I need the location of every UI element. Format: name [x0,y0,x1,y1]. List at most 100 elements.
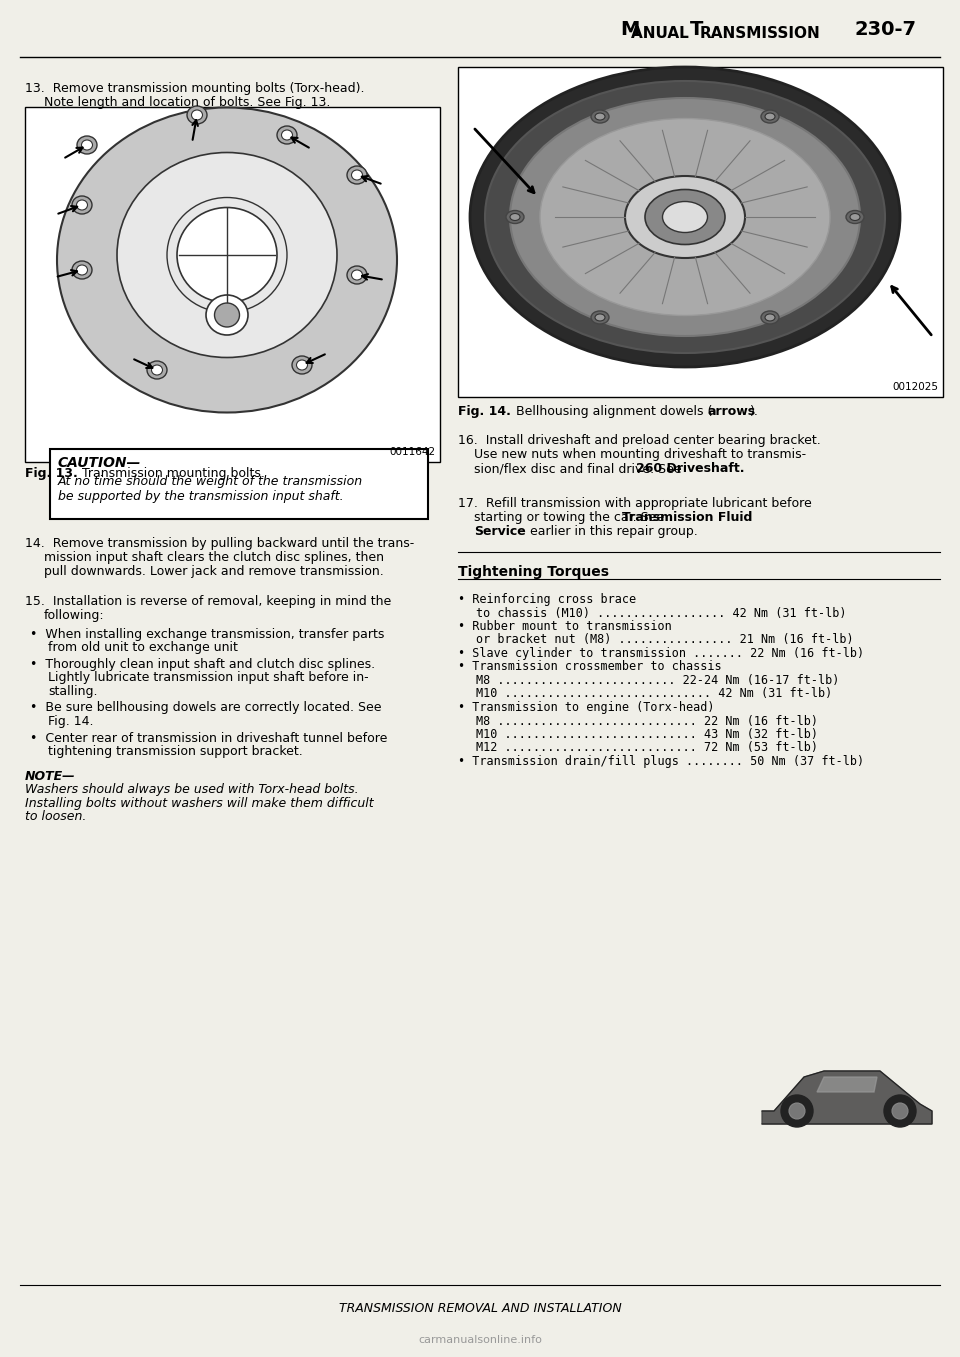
Ellipse shape [206,294,248,335]
Text: • Transmission crossmember to chassis: • Transmission crossmember to chassis [458,661,722,673]
Text: • Slave cylinder to transmission ....... 22 Nm (16 ft-lb): • Slave cylinder to transmission .......… [458,647,864,660]
Ellipse shape [72,261,92,280]
Ellipse shape [761,110,779,123]
Ellipse shape [850,213,860,220]
Ellipse shape [765,313,775,322]
Text: Service: Service [474,525,526,537]
Text: 0012025: 0012025 [892,383,938,392]
Text: Tightening Torques: Tightening Torques [458,565,609,579]
Text: Fig. 13.: Fig. 13. [25,467,78,480]
Ellipse shape [662,201,708,232]
Ellipse shape [77,136,97,153]
Text: to chassis (M10) .................. 42 Nm (31 ft-lb): to chassis (M10) .................. 42 N… [476,607,847,620]
Ellipse shape [277,126,297,144]
Text: Fig. 14.: Fig. 14. [48,715,93,727]
Text: or bracket nut (M8) ................ 21 Nm (16 ft-lb): or bracket nut (M8) ................ 21 … [476,634,853,646]
Ellipse shape [214,303,239,327]
Bar [762,1044,932,1139]
Ellipse shape [761,311,779,324]
Text: TRANSMISSION REMOVAL AND INSTALLATION: TRANSMISSION REMOVAL AND INSTALLATION [339,1301,621,1315]
Text: M12 ........................... 72 Nm (53 ft-lb): M12 ........................... 72 Nm (5… [476,741,818,754]
Ellipse shape [595,313,605,322]
Text: 16.  Install driveshaft and preload center bearing bracket.: 16. Install driveshaft and preload cente… [458,434,821,446]
Text: from old unit to exchange unit: from old unit to exchange unit [48,642,238,654]
Text: stalling.: stalling. [48,685,98,697]
Text: T: T [690,20,704,39]
Ellipse shape [117,152,337,357]
Text: be supported by the transmission input shaft.: be supported by the transmission input s… [58,490,344,503]
Text: • Transmission to engine (Torx-head): • Transmission to engine (Torx-head) [458,702,714,714]
Text: M10 ............................. 42 Nm (31 ft-lb): M10 ............................. 42 Nm … [476,688,832,700]
Text: Fig. 14.: Fig. 14. [458,404,511,418]
Ellipse shape [72,195,92,214]
Text: M8 ......................... 22-24 Nm (16-17 ft-lb): M8 ......................... 22-24 Nm (1… [476,674,839,687]
Ellipse shape [510,98,860,337]
Text: • Transmission drain/fill plugs ........ 50 Nm (37 ft-lb): • Transmission drain/fill plugs ........… [458,754,864,768]
Text: starting or towing the car. See: starting or towing the car. See [474,512,668,524]
Ellipse shape [645,190,725,244]
Text: 15.  Installation is reverse of removal, keeping in mind the: 15. Installation is reverse of removal, … [25,594,392,608]
Ellipse shape [591,311,609,324]
Text: •  Center rear of transmission in driveshaft tunnel before: • Center rear of transmission in drivesh… [30,731,388,745]
Text: Washers should always be used with Torx-head bolts.: Washers should always be used with Torx-… [25,783,359,797]
Ellipse shape [292,356,312,375]
Ellipse shape [82,140,92,151]
Ellipse shape [77,265,87,275]
Ellipse shape [846,210,864,224]
Bar [50,449,428,518]
Ellipse shape [347,266,367,284]
Text: arrows: arrows [707,404,756,418]
Text: Note length and location of bolts. See Fig. 13.: Note length and location of bolts. See F… [44,96,330,109]
Ellipse shape [152,365,162,375]
Ellipse shape [351,170,363,180]
Ellipse shape [177,208,277,303]
Text: • Reinforcing cross brace: • Reinforcing cross brace [458,593,636,607]
Ellipse shape [595,113,605,119]
Ellipse shape [77,199,87,210]
Ellipse shape [147,361,167,379]
Text: sion/flex disc and final drive. See: sion/flex disc and final drive. See [474,461,685,475]
Ellipse shape [892,1103,908,1120]
Text: ).: ). [750,404,758,418]
Ellipse shape [781,1095,813,1128]
Text: Transmission mounting bolts.: Transmission mounting bolts. [78,467,265,480]
Ellipse shape [191,110,203,119]
Text: Bellhousing alignment dowels (: Bellhousing alignment dowels ( [512,404,712,418]
Ellipse shape [765,113,775,119]
Text: tightening transmission support bracket.: tightening transmission support bracket. [48,745,302,759]
Ellipse shape [297,360,307,370]
Text: M10 ........................... 43 Nm (32 ft-lb): M10 ........................... 43 Nm (3… [476,727,818,741]
Text: M: M [620,20,639,39]
Text: pull downwards. Lower jack and remove transmission.: pull downwards. Lower jack and remove tr… [44,565,384,578]
Text: M8 ............................ 22 Nm (16 ft-lb): M8 ............................ 22 Nm (1… [476,715,818,727]
Ellipse shape [57,107,397,413]
Ellipse shape [789,1103,805,1120]
Text: CAUTION—: CAUTION— [58,456,141,470]
Ellipse shape [187,106,207,123]
Text: 230-7: 230-7 [855,20,917,39]
Text: RANSMISSION: RANSMISSION [700,26,821,41]
Text: •  Be sure bellhousing dowels are correctly located. See: • Be sure bellhousing dowels are correct… [30,702,381,715]
Text: Transmission Fluid: Transmission Fluid [622,512,753,524]
Text: carmanualsonline.info: carmanualsonline.info [418,1335,542,1345]
Ellipse shape [884,1095,916,1128]
Ellipse shape [591,110,609,123]
Text: •  When installing exchange transmission, transfer parts: • When installing exchange transmission,… [30,628,384,641]
Text: •  Thoroughly clean input shaft and clutch disc splines.: • Thoroughly clean input shaft and clutc… [30,658,375,670]
Text: following:: following: [44,609,105,622]
Ellipse shape [281,130,293,140]
Text: • Rubber mount to transmission: • Rubber mount to transmission [458,620,672,632]
Text: to loosen.: to loosen. [25,810,86,822]
Text: Use new nuts when mounting driveshaft to transmis-: Use new nuts when mounting driveshaft to… [474,448,806,461]
Ellipse shape [470,66,900,366]
Text: 13.  Remove transmission mounting bolts (Torx-head).: 13. Remove transmission mounting bolts (… [25,81,365,95]
Ellipse shape [510,213,520,220]
Text: 260 Driveshaft.: 260 Driveshaft. [636,461,745,475]
Polygon shape [762,1071,932,1124]
Polygon shape [817,1077,877,1092]
Ellipse shape [540,118,830,315]
Ellipse shape [625,176,745,258]
Text: Lightly lubricate transmission input shaft before in-: Lightly lubricate transmission input sha… [48,672,369,684]
Text: 17.  Refill transmission with appropriate lubricant before: 17. Refill transmission with appropriate… [458,497,812,510]
Ellipse shape [485,81,885,353]
